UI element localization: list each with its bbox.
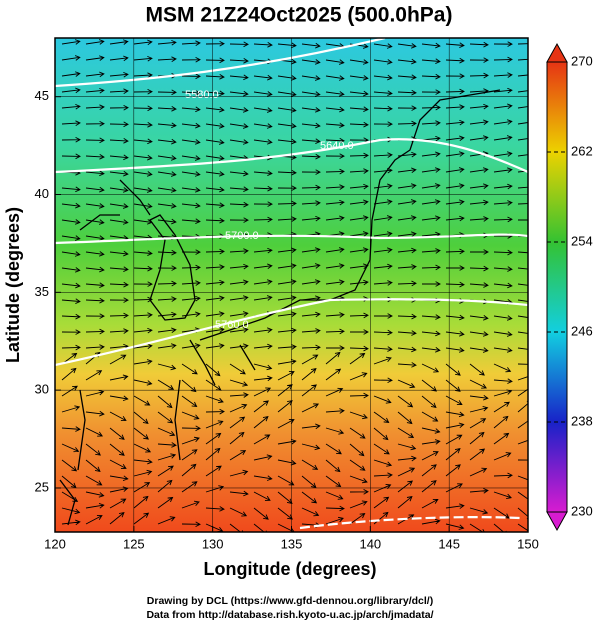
x-tick-label: 130 (202, 536, 224, 551)
colorbar-tick-label: 270 (571, 53, 593, 68)
x-tick-label: 140 (359, 536, 381, 551)
height-contour (55, 233, 528, 245)
height-contour (55, 138, 528, 174)
y-tick-label: 30 (35, 382, 49, 397)
colorbar-tick-label: 246 (571, 323, 593, 338)
contour-label: 5640.0 (320, 140, 354, 152)
y-axis-title: Latitude (degrees) (3, 207, 23, 363)
y-tick-label: 25 (35, 479, 49, 494)
y-tick-label: 45 (35, 88, 49, 103)
height-contour (299, 516, 521, 530)
contour-label: 5700.0 (225, 230, 259, 242)
coastline (59, 89, 501, 526)
colorbar: 230 238 246 254 262 270 (546, 42, 593, 532)
x-tick-label: 145 (438, 536, 460, 551)
y-tick-label: 35 (35, 284, 49, 299)
y-tick-label: 40 (35, 186, 49, 201)
height-contour (55, 38, 386, 88)
colorbar-tick-label: 254 (571, 233, 593, 248)
x-tick-label: 125 (123, 536, 145, 551)
height-contour (55, 298, 528, 367)
x-tick-label: 150 (517, 536, 539, 551)
colorbar-extend-high (546, 42, 568, 63)
colorbar-tick-label: 238 (571, 413, 593, 428)
contour-label: 5580.0 (185, 89, 219, 101)
plot-area: 5580.0 5640.0 5700.0 5760.0 (55, 38, 528, 532)
contour-label: 5760.0 (215, 319, 249, 331)
credit: Drawing by DCL (https://www.gfd-dennou.o… (147, 595, 433, 607)
x-axis-title: Longitude (degrees) (203, 559, 376, 579)
title: MSM 21Z24Oct2025 (500.0hPa) (146, 4, 453, 27)
credit: Data from http://database.rish.kyoto-u.a… (146, 609, 433, 621)
colorbar-tick-label: 230 (571, 503, 593, 518)
x-tick-label: 135 (281, 536, 303, 551)
colorbar-extend-low (546, 511, 568, 532)
x-tick-label: 120 (44, 536, 66, 551)
colorbar-tick-label: 262 (571, 143, 593, 158)
colorbar-scale (546, 61, 568, 513)
streamlines (61, 39, 528, 532)
